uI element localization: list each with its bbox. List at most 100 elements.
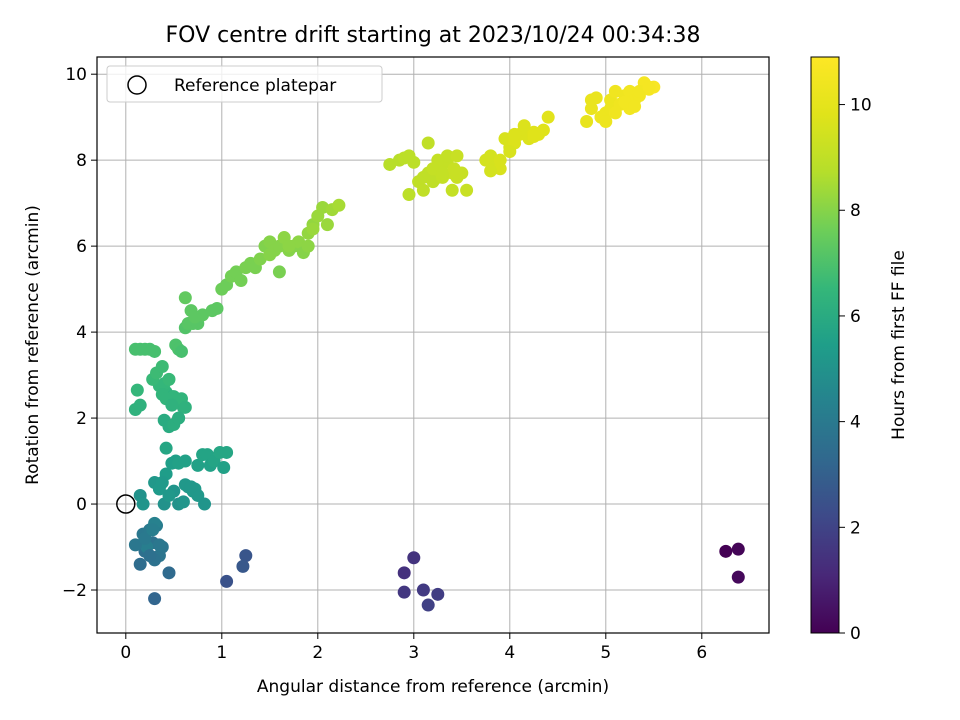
scatter-point [421, 136, 435, 150]
scatter-point [397, 585, 411, 599]
chart-title: FOV centre drift starting at 2023/10/24 … [166, 23, 701, 48]
scatter-point [589, 91, 603, 105]
scatter-point [599, 114, 613, 128]
x-tick-label: 5 [600, 643, 611, 663]
scatter-point [301, 239, 315, 253]
plot-area-frame [96, 56, 770, 634]
colorbar-tick-label: 8 [850, 201, 861, 221]
scatter-point [220, 574, 234, 588]
colorbar-tick-label: 6 [850, 307, 861, 327]
scatter-point [445, 183, 459, 197]
legend-label: Reference platepar [174, 76, 336, 96]
scatter-point [402, 188, 416, 202]
x-tick-label: 2 [312, 643, 323, 663]
scatter-point [155, 476, 169, 490]
scatter-point [148, 592, 162, 606]
colorbar-tick-label: 0 [850, 624, 861, 644]
scatter-point [493, 153, 507, 167]
scatter-point [162, 566, 176, 580]
scatter-point [178, 400, 192, 414]
y-tick-label: 10 [65, 65, 87, 85]
scatter-point [178, 454, 192, 468]
scatter-point [217, 461, 231, 475]
scatter-point [184, 480, 198, 494]
scatter-point [133, 398, 147, 412]
scatter-point [136, 497, 150, 511]
scatter-point [332, 198, 346, 212]
x-tick-label: 1 [216, 643, 227, 663]
scatter-point [236, 559, 250, 573]
scatter-point [608, 106, 622, 120]
scatter-point [320, 218, 334, 232]
scatter-point [508, 127, 522, 141]
scatter-point [731, 570, 745, 584]
y-tick-label: −2 [62, 581, 87, 601]
scatter-point [174, 344, 188, 358]
scatter-point [580, 114, 594, 128]
x-tick-label: 6 [696, 643, 707, 663]
scatter-point [541, 110, 555, 124]
legend-marker-open-circle [127, 75, 147, 95]
scatter-point [306, 222, 320, 236]
colorbar-tick-label: 4 [850, 413, 861, 433]
scatter-point [146, 523, 160, 537]
scatter-point [148, 344, 162, 358]
scatter-point [731, 542, 745, 556]
scatter-point [584, 102, 598, 116]
scatter-point [138, 531, 152, 545]
scatter-point [503, 145, 517, 159]
scatter-point [176, 495, 190, 509]
scatter-point [178, 291, 192, 305]
scatter-point [162, 372, 176, 386]
scatter-points [128, 76, 745, 612]
x-tick-label: 4 [504, 643, 515, 663]
scatter-point [397, 566, 411, 580]
scatter-point [407, 551, 421, 565]
scatter-point [220, 445, 234, 459]
y-axis-label: Rotation from reference (arcmin) [23, 205, 43, 485]
scatter-point [188, 310, 202, 324]
scatter-point [282, 239, 296, 253]
x-tick-label: 0 [120, 643, 131, 663]
scatter-point [162, 488, 176, 502]
scatter-point [152, 538, 166, 552]
scatter-point [155, 359, 169, 373]
scatter-point [272, 265, 286, 279]
colorbar: 0 2 4 6 8 10 Hours from first FF file [810, 56, 909, 644]
scatter-point [447, 162, 461, 176]
scatter-point [130, 383, 144, 397]
scatter-point [239, 549, 253, 563]
x-axis-ticks: 0 1 2 3 4 5 6 [120, 633, 707, 663]
scatter-point [172, 411, 186, 425]
legend: Reference platepar [106, 65, 383, 103]
scatter-point [165, 398, 179, 412]
y-tick-label: 2 [76, 409, 87, 429]
scatter-point [143, 549, 157, 563]
scatter-point [133, 342, 147, 356]
scatter-point [536, 123, 550, 137]
scatter-point [628, 99, 642, 113]
x-tick-label: 3 [408, 643, 419, 663]
scatter-point [642, 80, 656, 94]
colorbar-gradient [810, 56, 840, 634]
colorbar-tick-label: 2 [850, 518, 861, 538]
scatter-point [421, 598, 435, 612]
colorbar-ticks: 0 2 4 6 8 10 [839, 96, 872, 644]
y-axis-ticks: −2 0 2 4 6 8 10 [62, 65, 97, 601]
y-tick-label: 8 [76, 151, 87, 171]
scatter-point [263, 248, 277, 262]
scatter-point [234, 274, 248, 288]
scatter-point [719, 544, 733, 558]
y-tick-label: 6 [76, 237, 87, 257]
scatter-point [198, 497, 212, 511]
scatter-point [517, 119, 531, 133]
y-tick-label: 4 [76, 323, 87, 343]
scatter-point [450, 149, 464, 163]
scatter-point [402, 149, 416, 163]
x-axis-label: Angular distance from reference (arcmin) [257, 677, 609, 697]
scatter-point [484, 164, 498, 178]
scatter-point [128, 538, 142, 552]
scatter-point [440, 149, 454, 163]
legend-box [106, 65, 383, 103]
